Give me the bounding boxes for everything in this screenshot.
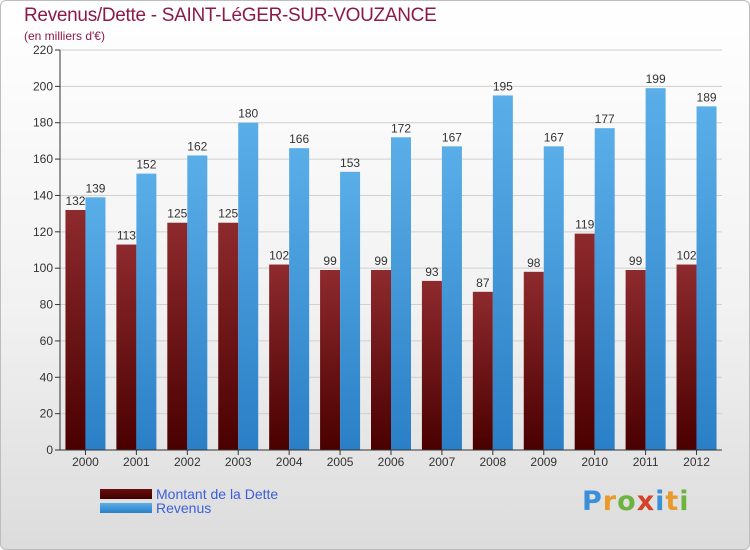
data-label-dette: 113 [117, 229, 136, 243]
bar-dette [320, 270, 341, 450]
y-tick-label: 20 [40, 407, 54, 421]
bar-dette [676, 264, 697, 450]
bar-revenus [696, 106, 717, 450]
bar-revenus [492, 95, 513, 451]
data-label-revenus: 189 [697, 90, 717, 104]
logo-letter: o [617, 486, 637, 517]
data-label-dette: 98 [527, 256, 541, 270]
bar-dette [371, 270, 391, 450]
logo-letter: x [636, 486, 656, 517]
x-tick-label: 2008 [479, 455, 506, 469]
bar-dette [65, 210, 86, 450]
data-label-revenus: 180 [238, 107, 258, 121]
data-label-dette: 125 [218, 207, 238, 221]
data-label-revenus: 195 [493, 79, 513, 93]
y-tick-label: 200 [33, 79, 53, 93]
legend-label-revenus: Revenus [156, 500, 212, 516]
bar-revenus [391, 137, 411, 451]
chart-subtitle: (en milliers d'€) [24, 29, 105, 43]
x-tick-label: 2003 [225, 455, 252, 469]
data-label-dette: 132 [65, 194, 85, 208]
legend-swatch-dette [100, 489, 152, 499]
data-label-dette: 102 [677, 249, 697, 263]
data-label-revenus: 172 [391, 121, 411, 135]
x-tick-label: 2006 [378, 455, 405, 469]
y-tick-label: 60 [40, 334, 54, 348]
x-tick-label: 2000 [72, 455, 99, 469]
x-tick-label: 2012 [683, 455, 710, 469]
x-tick-label: 2001 [123, 455, 150, 469]
y-tick-label: 40 [40, 370, 54, 384]
y-tick-label: 140 [33, 188, 53, 202]
data-label-revenus: 167 [442, 130, 462, 144]
y-tick-label: 80 [40, 298, 54, 312]
chart-title: Revenus/Dette - SAINT-LéGER-SUR-VOUZANCE [24, 5, 437, 26]
y-tick-label: 160 [33, 152, 53, 166]
data-label-dette: 93 [425, 265, 439, 279]
data-label-revenus: 177 [595, 112, 615, 126]
x-tick-label: 2002 [174, 455, 201, 469]
bar-revenus [187, 155, 208, 451]
data-label-dette: 119 [575, 218, 594, 232]
bar-revenus [340, 171, 361, 450]
data-label-revenus: 166 [289, 132, 309, 146]
x-tick-label: 2010 [581, 455, 608, 469]
data-label-dette: 102 [269, 249, 289, 263]
y-tick-label: 0 [46, 443, 53, 457]
logo-letter: P [582, 486, 603, 517]
bar-dette [218, 222, 239, 450]
data-label-revenus: 199 [646, 72, 666, 86]
data-label-dette: 99 [323, 254, 337, 268]
bar-dette [574, 233, 595, 450]
y-tick-label: 100 [33, 261, 53, 275]
bar-revenus [85, 197, 106, 450]
bar-revenus [441, 146, 462, 450]
bar-revenus [238, 122, 259, 451]
logo-letter: i [655, 486, 666, 517]
bar-dette [472, 291, 493, 450]
data-label-dette: 125 [167, 207, 187, 221]
y-tick-label: 220 [33, 43, 53, 57]
data-label-revenus: 139 [85, 181, 105, 195]
bar-dette [523, 271, 544, 450]
logo-letter: i [679, 486, 690, 517]
x-tick-label: 2009 [530, 455, 557, 469]
x-tick-label: 2004 [276, 455, 303, 469]
data-label-revenus: 153 [340, 156, 360, 170]
bar-revenus [594, 128, 615, 450]
proxiti-logo: Proxiti [582, 486, 690, 517]
bar-revenus [136, 173, 157, 451]
bar-revenus [543, 146, 564, 450]
bar-dette [269, 264, 290, 450]
logo-letter: r [602, 486, 618, 517]
data-label-dette: 87 [476, 276, 490, 290]
bar-dette [421, 280, 442, 450]
data-label-revenus: 167 [544, 130, 564, 144]
bar-dette [167, 222, 188, 450]
x-tick-label: 2005 [327, 455, 354, 469]
legend-label-dette: Montant de la Dette [156, 486, 279, 502]
x-tick-label: 2011 [633, 455, 659, 469]
y-tick-label: 120 [33, 225, 53, 239]
data-label-dette: 99 [374, 254, 388, 268]
logo-letter: t [665, 486, 680, 517]
data-label-revenus: 152 [136, 158, 156, 172]
bar-dette [116, 244, 137, 450]
bar-revenus [645, 88, 666, 450]
x-tick-label: 2007 [429, 455, 456, 469]
legend-swatch-revenus [100, 503, 152, 513]
data-label-revenus: 162 [187, 139, 207, 153]
y-tick-label: 180 [33, 116, 53, 130]
bar-revenus [289, 148, 310, 450]
data-label-dette: 99 [629, 254, 643, 268]
bar-dette [625, 270, 646, 450]
